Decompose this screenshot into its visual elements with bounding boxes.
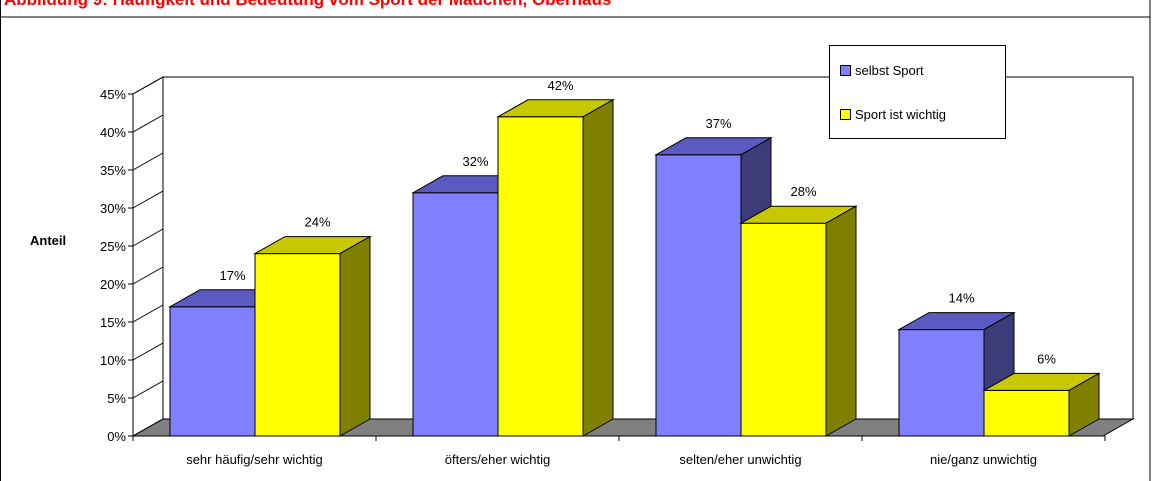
y-gridline-side (132, 342, 164, 361)
y-tick-label: 40% (100, 125, 126, 140)
x-tick-label: selten/eher unwichtig (679, 452, 801, 467)
y-gridline-side (132, 76, 164, 95)
y-gridline-side (132, 266, 164, 285)
y-tick-label: 0% (107, 429, 126, 444)
bar-front (254, 253, 341, 437)
legend: selbst Sport Sport ist wichtig (829, 45, 1006, 139)
data-label: 42% (547, 78, 573, 93)
legend-label-selbst-sport: selbst Sport (855, 63, 924, 78)
plot-area: 0% 5% 10% 15% 20% 25% 30% 35% 40% 45% sehr häufig/… (100, 76, 1135, 467)
bar-side (582, 98, 614, 437)
data-label: 32% (462, 154, 488, 169)
data-label: 17% (219, 268, 245, 283)
y-gridline-side (132, 418, 164, 437)
y-tick-label: 15% (100, 315, 126, 330)
y-gridline-side (132, 152, 164, 171)
y-gridline-side (132, 190, 164, 209)
y-tick-label: 10% (100, 353, 126, 368)
x-tick-label: öfters/eher wichtig (445, 452, 551, 467)
y-gridline-side (132, 228, 164, 247)
data-label: 14% (948, 291, 974, 306)
side-wall (132, 76, 164, 437)
bar-front (898, 329, 985, 437)
bar-front (497, 116, 584, 437)
bar-front (655, 154, 742, 437)
y-gridline-side (132, 380, 164, 399)
y-tick-label: 30% (100, 201, 126, 216)
legend-item-selbst-sport: selbst Sport (840, 63, 924, 78)
bar-side (339, 235, 371, 437)
bar-front (169, 306, 256, 437)
legend-item-sport-ist-wichtig: Sport ist wichtig (840, 107, 946, 122)
bar-side (1068, 372, 1100, 437)
y-tick-label: 5% (107, 391, 126, 406)
x-tick-label: sehr häufig/sehr wichtig (186, 452, 323, 467)
legend-swatch-selbst-sport (840, 65, 851, 76)
bar-side (825, 205, 857, 437)
data-label: 37% (705, 116, 731, 131)
legend-swatch-sport-ist-wichtig (840, 109, 851, 120)
y-gridline-side (132, 114, 164, 133)
y-tick-label: 35% (100, 163, 126, 178)
data-label: 24% (304, 215, 330, 230)
y-tick-label: 25% (100, 239, 126, 254)
bar-front (740, 222, 827, 437)
y-tick-label: 45% (100, 87, 126, 102)
y-tick-label: 20% (100, 277, 126, 292)
x-tick-label: nie/ganz unwichtig (930, 452, 1037, 467)
data-label: 6% (1037, 351, 1056, 366)
data-label: 28% (790, 184, 816, 199)
legend-label-sport-ist-wichtig: Sport ist wichtig (855, 107, 947, 122)
bar-front (412, 192, 499, 437)
chart-title: Abbildung 9: Häufigkeit und Bedeutung vo… (4, 0, 611, 10)
bar-front (983, 389, 1070, 437)
y-axis-label: Anteil (30, 233, 67, 248)
y-gridline-side (132, 304, 164, 323)
